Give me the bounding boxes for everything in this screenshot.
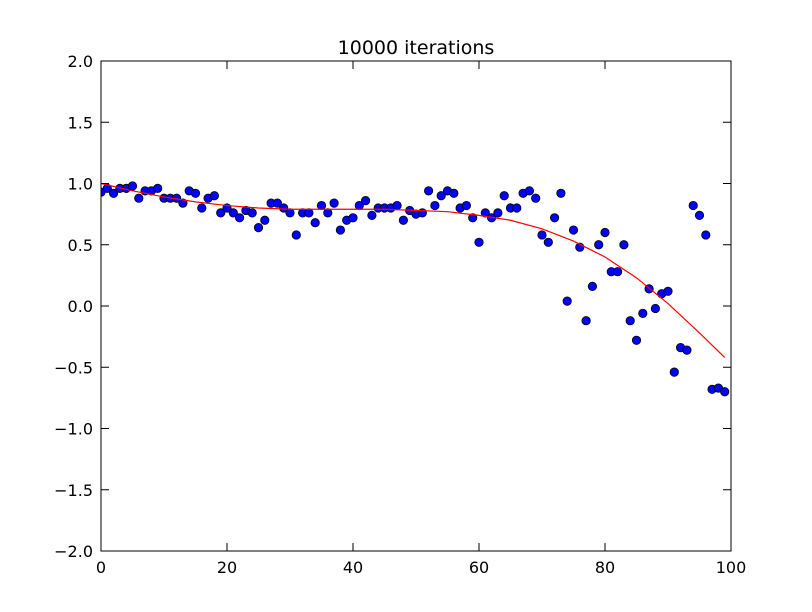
data-point bbox=[720, 387, 730, 397]
x-tick-label: 0 bbox=[96, 558, 106, 577]
data-point bbox=[329, 198, 339, 208]
data-point bbox=[304, 208, 314, 218]
data-point bbox=[650, 303, 661, 314]
data-point bbox=[367, 210, 377, 220]
data-point bbox=[235, 213, 245, 223]
x-tick-label: 80 bbox=[595, 558, 615, 577]
data-point bbox=[348, 213, 358, 223]
data-point bbox=[153, 183, 163, 193]
x-tick-label: 60 bbox=[469, 558, 489, 577]
data-point bbox=[669, 367, 679, 377]
data-point bbox=[587, 281, 598, 291]
data-point bbox=[127, 181, 138, 191]
data-point bbox=[568, 225, 579, 235]
data-point bbox=[474, 237, 484, 247]
data-point bbox=[524, 186, 535, 196]
data-point bbox=[543, 237, 553, 247]
y-tick-label: 1.5 bbox=[68, 113, 93, 132]
data-point bbox=[549, 213, 560, 223]
data-point bbox=[625, 316, 635, 326]
data-point bbox=[285, 208, 295, 218]
y-tick-label: 1.0 bbox=[68, 175, 93, 194]
data-point bbox=[392, 200, 402, 211]
data-point bbox=[461, 200, 471, 211]
data-point bbox=[531, 193, 541, 203]
data-point bbox=[480, 208, 490, 218]
data-point bbox=[316, 200, 327, 211]
data-point bbox=[423, 186, 434, 196]
data-point bbox=[468, 213, 478, 223]
data-point bbox=[197, 203, 207, 213]
data-point bbox=[600, 227, 610, 238]
data-point bbox=[228, 208, 238, 218]
x-tick-label: 40 bbox=[343, 558, 363, 577]
data-point bbox=[109, 188, 119, 198]
data-point bbox=[638, 308, 648, 318]
data-point bbox=[102, 183, 112, 193]
data-point bbox=[562, 296, 572, 306]
data-point bbox=[310, 218, 320, 228]
data-point bbox=[701, 230, 711, 240]
data-point bbox=[417, 208, 427, 218]
y-tick-label: −1.5 bbox=[54, 481, 93, 500]
data-point bbox=[209, 191, 219, 201]
data-point bbox=[493, 208, 503, 218]
fit-line bbox=[101, 182, 726, 358]
data-point bbox=[134, 193, 144, 203]
data-point bbox=[499, 191, 509, 201]
data-point bbox=[594, 240, 604, 250]
axis-ticks: 0 20 40 60 80 100 −2.0 −1.5 −1.0 −0.5 0.0 0.5 1.0 1.5… bbox=[54, 52, 746, 577]
data-point bbox=[537, 230, 547, 240]
data-point bbox=[436, 191, 446, 201]
chart-title: 10000 iterations bbox=[338, 37, 495, 59]
data-point bbox=[619, 240, 629, 250]
x-tick-label: 20 bbox=[217, 558, 237, 577]
data-point bbox=[190, 188, 201, 198]
data-point bbox=[398, 215, 408, 225]
data-point bbox=[291, 230, 301, 240]
data-point bbox=[556, 188, 566, 198]
data-point bbox=[335, 225, 345, 235]
data-point bbox=[682, 345, 692, 355]
data-point bbox=[688, 200, 698, 211]
y-tick-label: 0.5 bbox=[68, 236, 93, 255]
y-tick-label: 2.0 bbox=[68, 52, 93, 71]
data-point bbox=[612, 267, 623, 277]
data-point bbox=[430, 200, 440, 211]
data-point bbox=[253, 223, 264, 233]
data-point bbox=[272, 198, 282, 208]
y-tick-label: −1.0 bbox=[54, 420, 93, 439]
data-point bbox=[694, 210, 705, 220]
data-point bbox=[247, 208, 257, 218]
plot-frame bbox=[100, 60, 732, 552]
data-point bbox=[216, 208, 226, 218]
data-point bbox=[178, 198, 188, 208]
y-tick-label: −2.0 bbox=[54, 542, 93, 561]
data-point bbox=[279, 203, 289, 213]
data-point bbox=[260, 215, 270, 225]
y-tick-label: 0.0 bbox=[68, 297, 93, 316]
data-point bbox=[449, 188, 459, 198]
data-point bbox=[581, 316, 591, 326]
x-tick-label: 100 bbox=[716, 558, 747, 577]
data-point bbox=[512, 203, 522, 213]
plot-layer bbox=[101, 181, 730, 397]
y-tick-label: −0.5 bbox=[54, 358, 93, 377]
data-point bbox=[360, 196, 371, 206]
data-point bbox=[631, 335, 642, 345]
data-point bbox=[663, 286, 673, 296]
data-point bbox=[323, 208, 333, 218]
